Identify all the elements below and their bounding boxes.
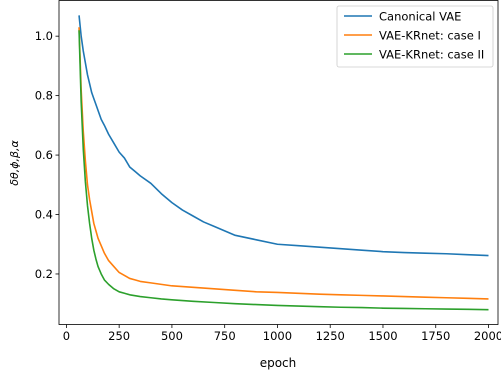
x-tick-label: 2000 [474, 329, 501, 343]
y-tick-label: 0.6 [35, 148, 53, 162]
series-line-0 [78, 15, 489, 257]
y-tick-label: 1.0 [35, 29, 53, 43]
x-tick-label: 1250 [316, 329, 345, 343]
plot-frame [58, 0, 499, 325]
series-line-1 [78, 27, 489, 300]
y-tick-label: 0.4 [35, 208, 53, 222]
y-axis-label: δθ,ϕ,β,α [8, 140, 21, 186]
legend: Canonical VAE VAE-KRnet: case I VAE-KRne… [336, 5, 494, 68]
legend-label-canonical-vae: Canonical VAE [379, 10, 461, 24]
x-axis-label: epoch [260, 356, 297, 370]
x-tick-label: 1750 [421, 329, 450, 343]
x-tick-label: 1500 [368, 329, 397, 343]
axes-layer: 0 250 500 750 1000 1250 1500 1750 2000 0.2 0.4 0.6 0… [35, 29, 501, 343]
x-tick-label: 500 [161, 329, 183, 343]
series-line-2 [78, 30, 489, 311]
series-layer [78, 15, 489, 311]
x-tick-label: 0 [63, 329, 70, 343]
legend-label-case-i: VAE-KRnet: case I [379, 29, 481, 43]
x-tick-label: 250 [108, 329, 130, 343]
y-tick-label: 0.8 [35, 89, 53, 103]
x-tick-label: 750 [214, 329, 236, 343]
legend-label-case-ii: VAE-KRnet: case II [379, 48, 484, 62]
x-tick-label: 1000 [263, 329, 292, 343]
legend-box [336, 5, 494, 68]
y-tick-label: 0.2 [35, 267, 53, 281]
